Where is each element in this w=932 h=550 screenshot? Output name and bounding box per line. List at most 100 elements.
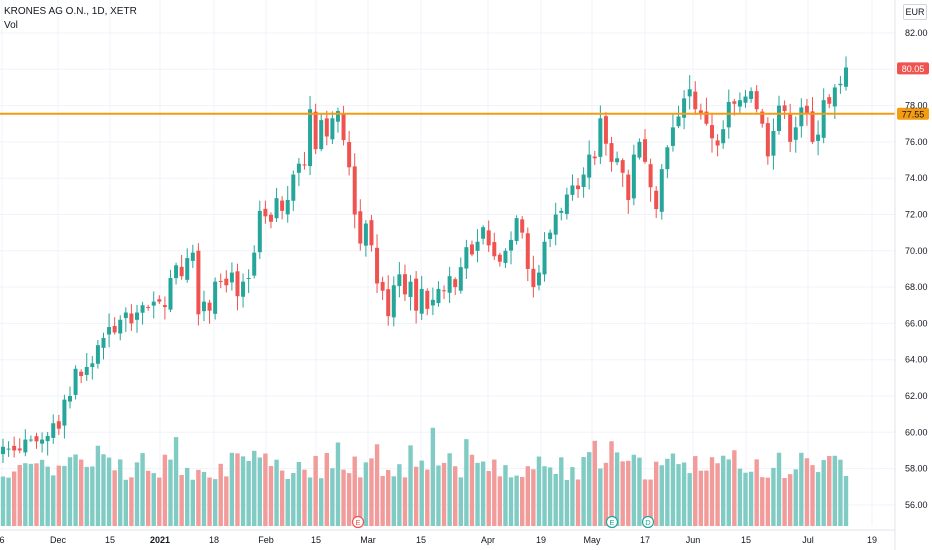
candle-body [430,299,435,306]
time-axis: 6 Dec 15 2021 18 Feb 15 Mar 15 Apr 19 May 17 Jun 15 Jul… [0,529,895,545]
candle-body [793,127,798,140]
volume-bar [542,466,547,526]
candle-body [704,111,709,124]
volume-bar [145,470,151,526]
volume-bar [732,450,737,526]
volume-bar [486,471,491,526]
candle [620,158,625,188]
candle [79,369,84,384]
volume-bar [346,473,352,526]
candles [1,56,848,464]
time-tick-label: 19 [867,535,877,545]
volume-bar [413,466,419,526]
volume-bar [402,477,408,526]
candle [190,244,195,268]
candle-body [335,111,340,122]
candle-body [631,154,636,199]
currency-badge[interactable]: EUR [903,4,927,20]
candle [576,178,581,198]
candle-body [553,214,558,235]
volume-bar [827,456,832,526]
volume-bar [586,452,592,526]
volume-bars [0,427,849,526]
chart-legend: KRONES AG O.N., 1D, XETR Vol [4,5,137,33]
candle [201,290,206,322]
time-tick-label: May [583,535,601,545]
volume-bar [648,479,653,526]
event-marker-label: D [645,518,651,527]
volume-bar [787,474,793,526]
candle-body [564,194,569,215]
candle [319,114,324,152]
volume-bar [190,479,196,526]
candle [17,438,22,454]
event-marker-label: E [609,518,614,527]
candle-body [838,83,843,86]
candle [56,414,61,435]
candle-body [682,98,687,118]
volume-bar [458,477,463,526]
time-tick-label: Mar [360,535,376,545]
volume-bar [56,465,62,526]
candle [442,285,447,300]
volume-bar [212,479,218,526]
candle [693,81,698,115]
candle-body [224,278,229,286]
volume-bar [659,465,664,526]
candle-body [79,371,84,377]
candle-body [626,174,631,200]
candle-body [207,302,212,311]
candle-body [603,116,608,144]
volume-bar [709,457,715,526]
price-tick-label: 62.00 [905,391,928,401]
chart-grid [0,0,895,526]
price-tick-label: 60.00 [905,427,928,437]
candle-body [246,278,251,280]
candle [520,216,525,239]
candle-body [670,127,675,146]
candle [330,111,335,144]
candle-body [453,279,458,288]
volume-bar [408,445,413,526]
candle-body [475,241,480,251]
volume-bar [810,465,815,526]
volume-bar [547,467,553,526]
candle-body [213,281,218,314]
candle-body [620,160,625,173]
candle-body [140,305,145,313]
candle [715,134,720,157]
candle-body [51,423,56,438]
time-tick-label: 17 [640,535,650,545]
volume-bar [838,459,843,526]
candle-body [146,306,151,308]
price-axis: 82.0080.0078.0076.0074.0072.0070.0068.00… [894,0,929,550]
candle [721,120,726,149]
candle-body [17,448,22,451]
candle-body [615,158,620,163]
candle-body [777,105,782,132]
volume-bar [514,475,519,526]
candle-body [754,91,759,110]
candle-body [576,185,581,190]
volume-bar [676,464,681,526]
volume-bar [559,457,564,526]
candle [129,304,134,331]
candle [587,140,592,190]
candle [737,92,742,114]
candle-body [486,230,491,246]
volume-bar [252,450,257,526]
candle-body [698,110,703,115]
candle [179,254,184,280]
candle-body [308,109,313,167]
volume-bar [469,454,475,526]
candle-body [425,290,430,309]
candle-body [296,163,301,173]
candle [34,432,39,449]
candle [358,199,363,251]
level-price-tag [897,107,929,120]
volume-bar [519,476,525,526]
candle-body [587,154,592,178]
volume-bar [464,439,469,526]
candle [224,270,229,293]
